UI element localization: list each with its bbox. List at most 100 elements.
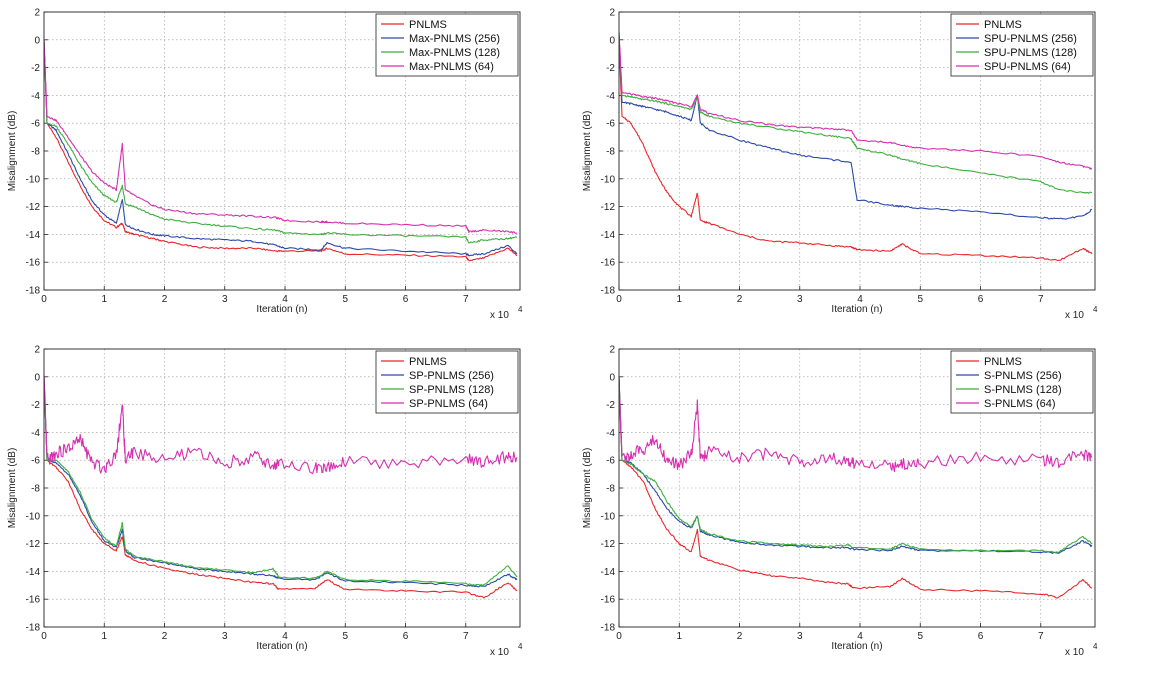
x-multiplier: x 10 [1065, 310, 1084, 321]
y-tick-label: -10 [26, 174, 41, 185]
y-tick-label: -12 [26, 539, 41, 550]
x-tick-label: 5 [342, 631, 348, 642]
x-tick-label: 6 [978, 294, 984, 305]
x-tick-label: 4 [282, 631, 288, 642]
legend-label: PNLMS [984, 356, 1022, 368]
series-line [44, 39, 518, 257]
y-tick-label: -4 [606, 428, 615, 439]
y-tick-label: -8 [606, 484, 615, 495]
x-tick-label: 4 [857, 294, 863, 305]
x-tick-label: 1 [101, 294, 107, 305]
legend-label: S-PNLMS (128) [984, 384, 1062, 396]
y-tick-label: 2 [609, 8, 615, 19]
axes-box [618, 11, 1096, 291]
chart-panel-4: 0 1 2 3 4 5 6 7 2 0 -2 -4 -6 -8 -10 -12 -14 -16 -18 Iterati… [575, 337, 1149, 673]
series-line [44, 376, 518, 599]
y-tick-label: -4 [606, 91, 615, 102]
x-tick-label: 7 [1038, 294, 1044, 305]
x-axis-label: Iteration (n) [831, 641, 882, 652]
x-tick-label: 2 [737, 294, 743, 305]
x-multiplier: x 10 [490, 310, 509, 321]
y-tick-label: -14 [26, 567, 41, 578]
series-line [619, 32, 1093, 220]
y-tick-label: -2 [606, 63, 615, 74]
x-exponent: 4 [518, 305, 523, 314]
y-tick-label: -16 [601, 258, 616, 269]
y-tick-label: -16 [26, 595, 41, 606]
chart-svg: 0 1 2 3 4 5 6 7 2 0 -2 -4 -6 -8 -10 -12 -14 -16 -18 Iterati… [7, 345, 523, 659]
series-line [619, 377, 1093, 473]
x-tick-label: 6 [978, 631, 984, 642]
y-tick-label: -16 [26, 258, 41, 269]
legend-label: SP-PNLMS (128) [409, 384, 494, 396]
legend: PNLMS S-PNLMS (256) S-PNLMS (128) S-PNLMS (… [950, 350, 1094, 414]
x-tick-label: 5 [917, 631, 923, 642]
y-tick-label: -14 [601, 567, 616, 578]
chart-svg: 0 1 2 3 4 5 6 7 2 0 -2 -4 -6 -8 -10 -12 -14 -16 -18 Iterati… [582, 345, 1098, 659]
series-line [619, 376, 1093, 599]
legend-label: PNLMS [409, 356, 447, 368]
y-tick-label: -6 [31, 119, 40, 130]
x-tick-label: 1 [101, 631, 107, 642]
legend-label: SPU-PNLMS (64) [984, 61, 1071, 73]
legend: PNLMS Max-PNLMS (256) Max-PNLMS (128) Max-P… [375, 13, 519, 77]
x-tick-label: 7 [463, 294, 469, 305]
chart-panel-1: 0 1 2 3 4 5 6 7 2 0 -2 -4 -6 -8 -10 -12 -14 -16 -18 Iterati… [0, 0, 574, 336]
y-tick-label: -6 [606, 119, 615, 130]
chart-panel-3: 0 1 2 3 4 5 6 7 2 0 -2 -4 -6 -8 -10 -12 -14 -16 -18 Iterati… [0, 337, 574, 673]
legend-label: PNLMS [984, 19, 1022, 31]
y-tick-label: -12 [601, 202, 616, 213]
legend-label: SPU-PNLMS (256) [984, 33, 1077, 45]
x-tick-label: 5 [917, 294, 923, 305]
series-line [44, 39, 517, 244]
y-tick-label: -18 [601, 623, 616, 634]
x-tick-label: 3 [222, 294, 228, 305]
y-tick-label: -16 [601, 595, 616, 606]
y-tick-label: 0 [34, 35, 40, 46]
x-exponent: 4 [1093, 305, 1098, 314]
x-tick-label: 2 [737, 631, 743, 642]
y-tick-label: -6 [31, 456, 40, 467]
x-tick-label: 3 [797, 631, 803, 642]
y-axis-label: Misalignment (dB) [582, 448, 593, 529]
x-tick-label: 0 [616, 631, 622, 642]
x-tick-label: 1 [676, 294, 682, 305]
y-tick-label: -2 [606, 400, 615, 411]
legend-label: SPU-PNLMS (128) [984, 47, 1077, 59]
y-axis-label: Misalignment (dB) [7, 111, 18, 192]
y-tick-label: -4 [31, 91, 40, 102]
y-tick-label: -8 [31, 484, 40, 495]
series-lines [44, 39, 518, 262]
x-axis-label: Iteration (n) [256, 641, 307, 652]
y-tick-label: -2 [31, 400, 40, 411]
y-tick-label: -10 [601, 511, 616, 522]
x-tick-label: 3 [797, 294, 803, 305]
y-tick-label: -6 [606, 456, 615, 467]
x-exponent: 4 [518, 642, 523, 651]
y-tick-label: -12 [601, 539, 616, 550]
y-tick-label: -14 [26, 230, 41, 241]
y-tick-label: -18 [26, 623, 41, 634]
x-tick-label: 2 [162, 631, 168, 642]
legend-label: S-PNLMS (256) [984, 370, 1062, 382]
legend-label: Max-PNLMS (256) [409, 33, 500, 45]
series-line [619, 376, 1093, 554]
y-tick-label: -10 [26, 511, 41, 522]
x-tick-label: 7 [1038, 631, 1044, 642]
legend-label: Max-PNLMS (128) [409, 47, 500, 59]
y-tick-label: 0 [609, 372, 615, 383]
y-axis-label: Misalignment (dB) [582, 111, 593, 192]
x-tick-label: 4 [857, 631, 863, 642]
x-tick-label: 7 [463, 631, 469, 642]
y-axis-label: Misalignment (dB) [7, 448, 18, 529]
x-tick-label: 6 [403, 294, 409, 305]
x-tick-label: 0 [41, 294, 47, 305]
chart-panel-2: 0 1 2 3 4 5 6 7 2 0 -2 -4 -6 -8 -10 -12 -14 -16 -18 Iterati… [575, 0, 1149, 336]
y-tick-label: 2 [34, 345, 40, 356]
series-line [619, 35, 1093, 194]
x-tick-label: 4 [282, 294, 288, 305]
x-axis-label: Iteration (n) [256, 304, 307, 315]
series-line [619, 376, 1093, 555]
x-tick-label: 0 [616, 294, 622, 305]
chart-svg: 0 1 2 3 4 5 6 7 2 0 -2 -4 -6 -8 -10 -12 -14 -16 -18 Iterati… [582, 8, 1098, 322]
